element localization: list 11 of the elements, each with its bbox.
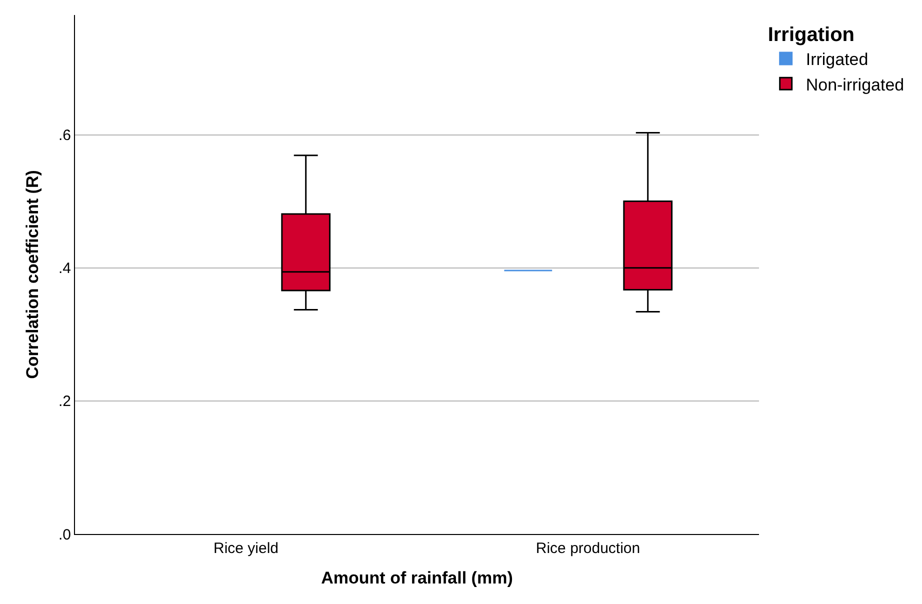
y-axis-title: Correlation coefficient (R) <box>23 170 42 379</box>
x-tick-label: Rice production <box>536 540 640 557</box>
y-tick-label: .6 <box>58 127 71 144</box>
y-tick-label: .0 <box>58 526 71 544</box>
y-tick-label: .4 <box>58 260 71 278</box>
x-tick-label: Rice yield <box>213 540 279 557</box>
legend-title: Irrigation <box>768 24 855 46</box>
x-axis-title: Amount of rainfall (mm) <box>321 568 513 588</box>
y-tick-label: .2 <box>58 393 71 410</box>
legend-label: Irrigated <box>806 50 868 70</box>
legend-label: Non-irrigated <box>806 75 904 94</box>
